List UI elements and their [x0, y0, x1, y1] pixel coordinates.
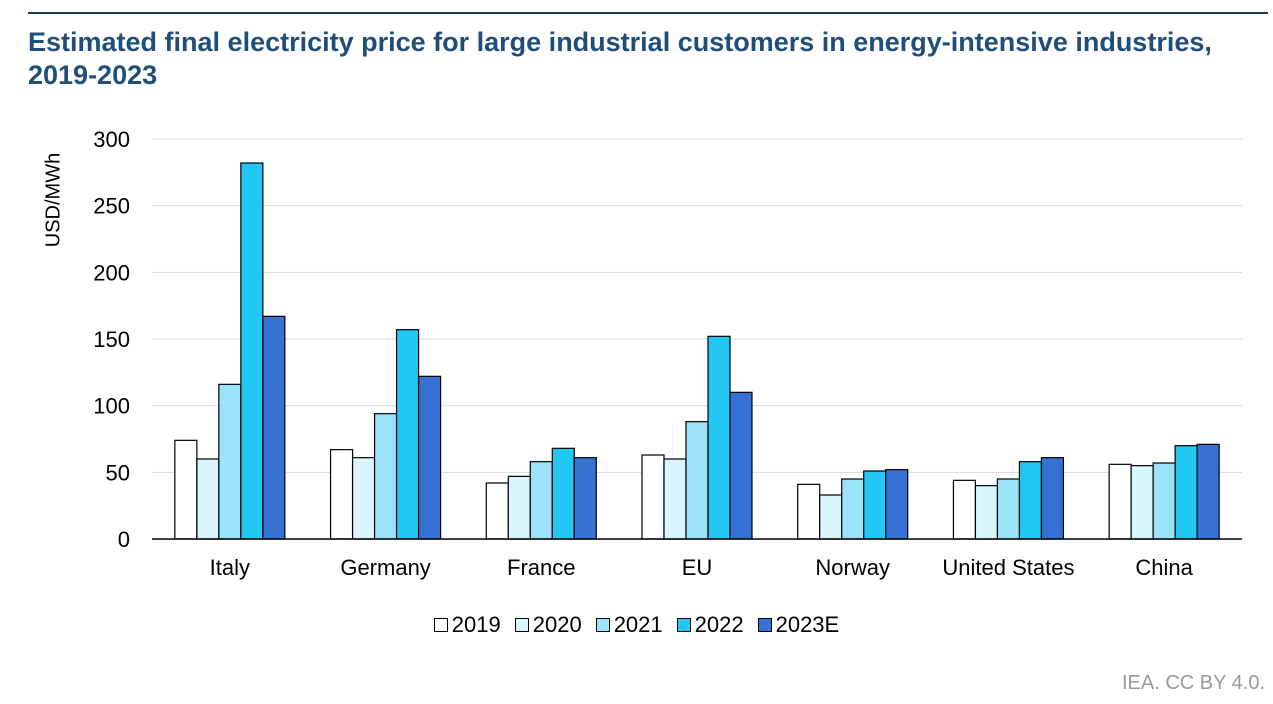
legend-label: 2022 — [694, 612, 744, 637]
bar-norway-2019 — [797, 483, 821, 540]
bar-france-2023e — [573, 457, 597, 540]
legend-item: 2021 — [595, 612, 663, 638]
bar-norway-2021 — [841, 478, 865, 540]
legend-swatch — [595, 618, 610, 632]
legend-swatch — [433, 618, 448, 632]
top-rule — [28, 12, 1268, 14]
bar-france-2021 — [529, 461, 553, 540]
legend-label: 2019 — [451, 612, 501, 637]
bar-italy-2021 — [218, 383, 242, 540]
legend-item: 2020 — [514, 612, 582, 638]
bar-united-states-2022 — [1018, 461, 1043, 540]
bar-united-states-2019 — [952, 479, 977, 540]
category-label: France — [507, 555, 575, 580]
bar-norway-2020 — [819, 494, 843, 540]
legend-label: 2021 — [613, 612, 663, 637]
legend-label: 2020 — [532, 612, 582, 637]
bar-eu-2021 — [685, 421, 709, 540]
legend-swatch — [514, 618, 529, 632]
legend-swatch — [676, 618, 691, 632]
bar-germany-2019 — [329, 449, 354, 540]
legend-item: 2019 — [433, 612, 501, 638]
bar-eu-2023e — [729, 391, 753, 540]
chart-title: Estimated final electricity price for la… — [28, 27, 1212, 90]
bar-china-2021 — [1152, 462, 1176, 540]
y-tick-labels: 0 50 100 150 200 250 300 — [93, 127, 130, 552]
bar-united-states-2023e — [1040, 457, 1065, 540]
bar-united-states-2020 — [974, 485, 999, 540]
y-tick-label: 150 — [93, 327, 130, 352]
legend-label: 2023E — [775, 612, 840, 637]
bar-italy-2020 — [196, 458, 220, 540]
legend-swatch — [757, 618, 772, 632]
category-label: China — [1135, 555, 1193, 580]
category-label: EU — [682, 555, 713, 580]
legend: 2019 2020 2021 2022 2023E — [0, 612, 1273, 638]
bar-italy-2023e — [262, 315, 286, 540]
category-label: Norway — [815, 555, 890, 580]
bar-eu-2019 — [641, 454, 665, 540]
category-label: United States — [942, 555, 1074, 580]
bar-eu-2022 — [707, 335, 731, 540]
y-tick-label: 300 — [93, 127, 130, 152]
bar-china-2022 — [1174, 445, 1198, 540]
bar-france-2019 — [485, 482, 509, 540]
y-tick-label: 50 — [106, 460, 130, 485]
source-credit: IEA. CC BY 4.0. — [1121, 672, 1265, 694]
bar-united-states-2021 — [996, 478, 1021, 540]
bar-france-2020 — [507, 475, 531, 540]
bar-germany-2021 — [373, 413, 398, 540]
bar-china-2019 — [1108, 463, 1132, 540]
y-tick-label: 250 — [93, 194, 130, 219]
y-tick-label: 0 — [118, 527, 130, 552]
bar-france-2022 — [551, 447, 575, 540]
bar-china-2020 — [1130, 465, 1154, 540]
bar-norway-2022 — [863, 470, 887, 540]
bar-italy-2019 — [174, 439, 198, 540]
category-label: Italy — [210, 555, 250, 580]
bar-germany-2023e — [417, 375, 442, 540]
category-label: Germany — [340, 555, 430, 580]
bar-germany-2022 — [395, 329, 420, 540]
bar-italy-2022 — [240, 162, 264, 540]
bar-eu-2020 — [663, 458, 687, 540]
bar-china-2023e — [1196, 443, 1220, 540]
category-labels: Italy Germany France EU Norway United States C… — [210, 555, 1194, 580]
legend-item: 2022 — [676, 612, 744, 638]
bars — [174, 162, 1220, 540]
bar-norway-2023e — [885, 469, 909, 540]
y-tick-label: 200 — [93, 260, 130, 285]
legend-item: 2023E — [757, 612, 840, 638]
y-tick-label: 100 — [93, 394, 130, 419]
bar-germany-2020 — [351, 457, 376, 540]
